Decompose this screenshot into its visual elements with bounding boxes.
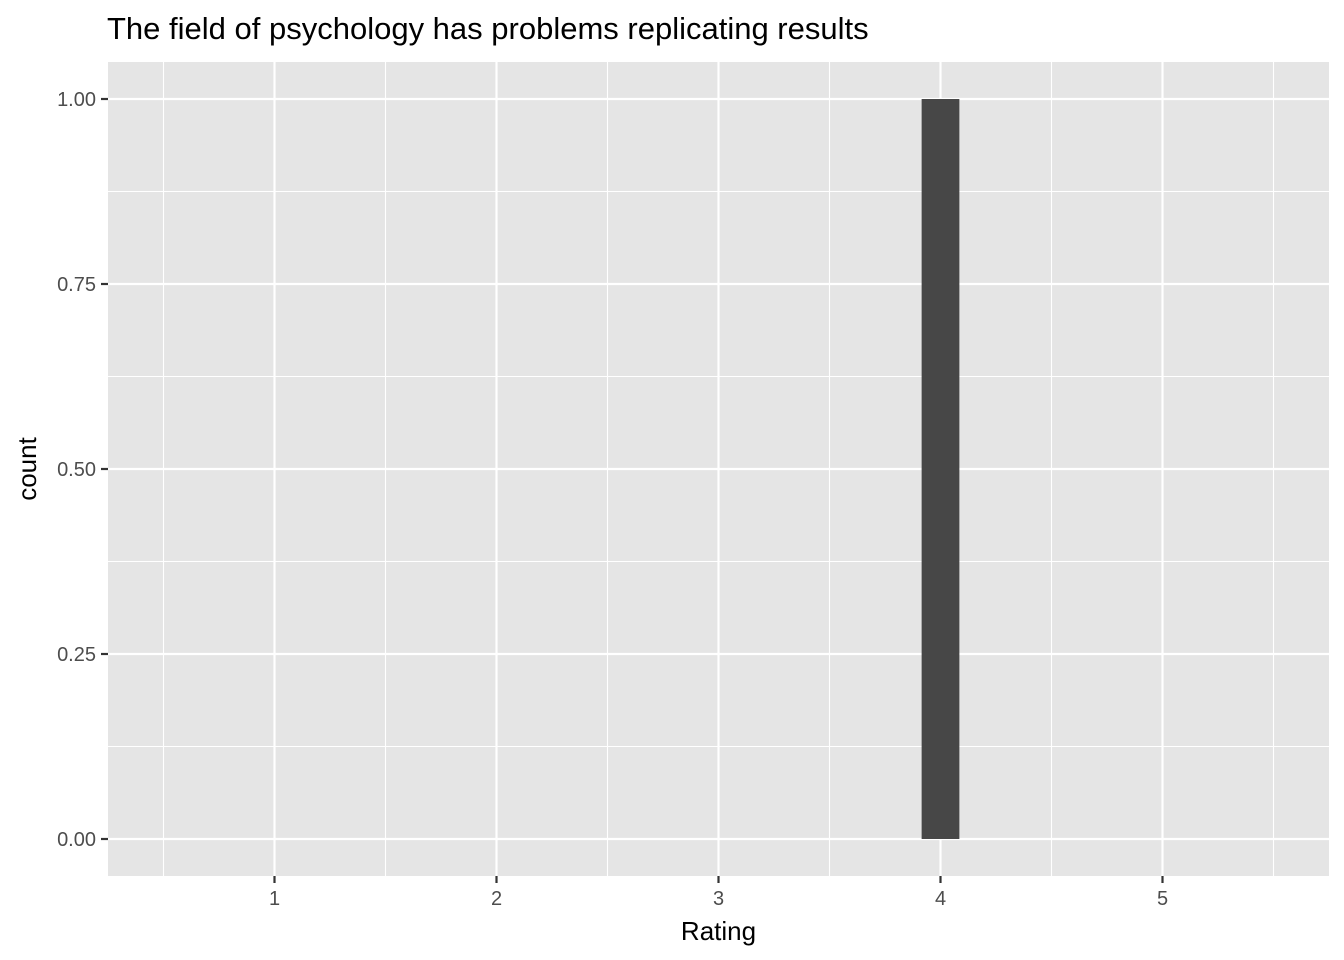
x-tick-label: 3 [713,888,724,910]
chart-title: The field of psychology has problems rep… [107,11,869,46]
x-tick-label: 2 [491,888,502,910]
x-axis-label: Rating [681,916,756,946]
y-tick-label: 0.50 [57,459,96,481]
x-tick-label: 1 [269,888,280,910]
bar [921,99,960,839]
bars [921,99,960,839]
x-tick-label: 5 [1157,888,1168,910]
y-tick-label: 0.00 [57,829,96,851]
x-axis: 1 2 3 4 5 [269,876,1168,910]
x-tick-label: 4 [935,888,946,910]
y-axis: 0.00 0.25 0.50 0.75 1.00 [57,89,108,851]
y-axis-label: count [12,436,42,500]
y-tick-label: 0.25 [57,644,96,666]
y-tick-label: 1.00 [57,89,96,111]
y-tick-label: 0.75 [57,274,96,296]
